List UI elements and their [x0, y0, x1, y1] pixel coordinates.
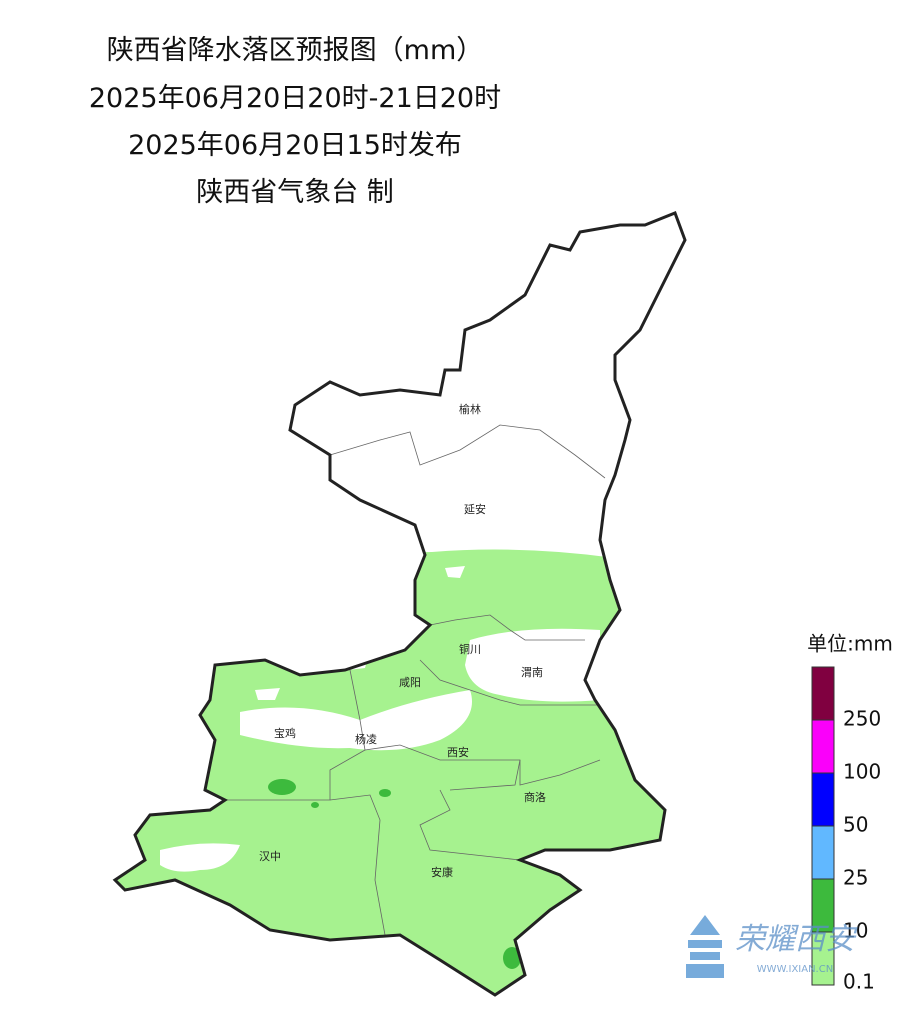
legend-swatch: [811, 666, 835, 721]
city-label: 渭南: [521, 666, 543, 679]
city-label: 延安: [464, 502, 486, 516]
city-label: 西安: [447, 745, 469, 759]
city-label: 咸阳: [399, 676, 421, 689]
city-boundaries: [225, 424, 606, 936]
forecast-period: 2025年06月20日20时-21日20时: [88, 83, 502, 114]
legend-label: 0.1: [843, 970, 875, 994]
city-label: 商洛: [524, 790, 546, 804]
legend-title: 单位:mm: [807, 632, 893, 656]
city-label: 铜川: [459, 642, 481, 656]
legend-label: 50: [843, 813, 868, 837]
city-label: 杨凌: [355, 732, 377, 746]
city-label: 榆林: [459, 402, 481, 416]
rain-area: [115, 549, 685, 995]
watermark: 荣耀西安 WWW.IXIAN.CN: [686, 915, 858, 978]
city-label: 宝鸡: [274, 726, 296, 740]
legend-label: 25: [843, 866, 868, 890]
issue-time: 2025年06月20日15时发布: [128, 130, 462, 161]
legend-label: 100: [843, 760, 881, 784]
legend-label: 10: [843, 919, 868, 943]
watermark-url: WWW.IXIAN.CN: [757, 964, 833, 975]
legend-swatch: [811, 825, 835, 880]
legend-swatch: [811, 772, 835, 827]
watermark-name: 荣耀西安: [735, 923, 858, 956]
legend-label: 250: [843, 707, 881, 731]
map-title: 陕西省降水落区预报图（mm）: [106, 35, 484, 66]
city-label: 安康: [431, 865, 453, 879]
city-label: 汉中: [259, 850, 281, 863]
legend-swatch: [811, 719, 835, 774]
producer: 陕西省气象台 制: [196, 177, 394, 208]
